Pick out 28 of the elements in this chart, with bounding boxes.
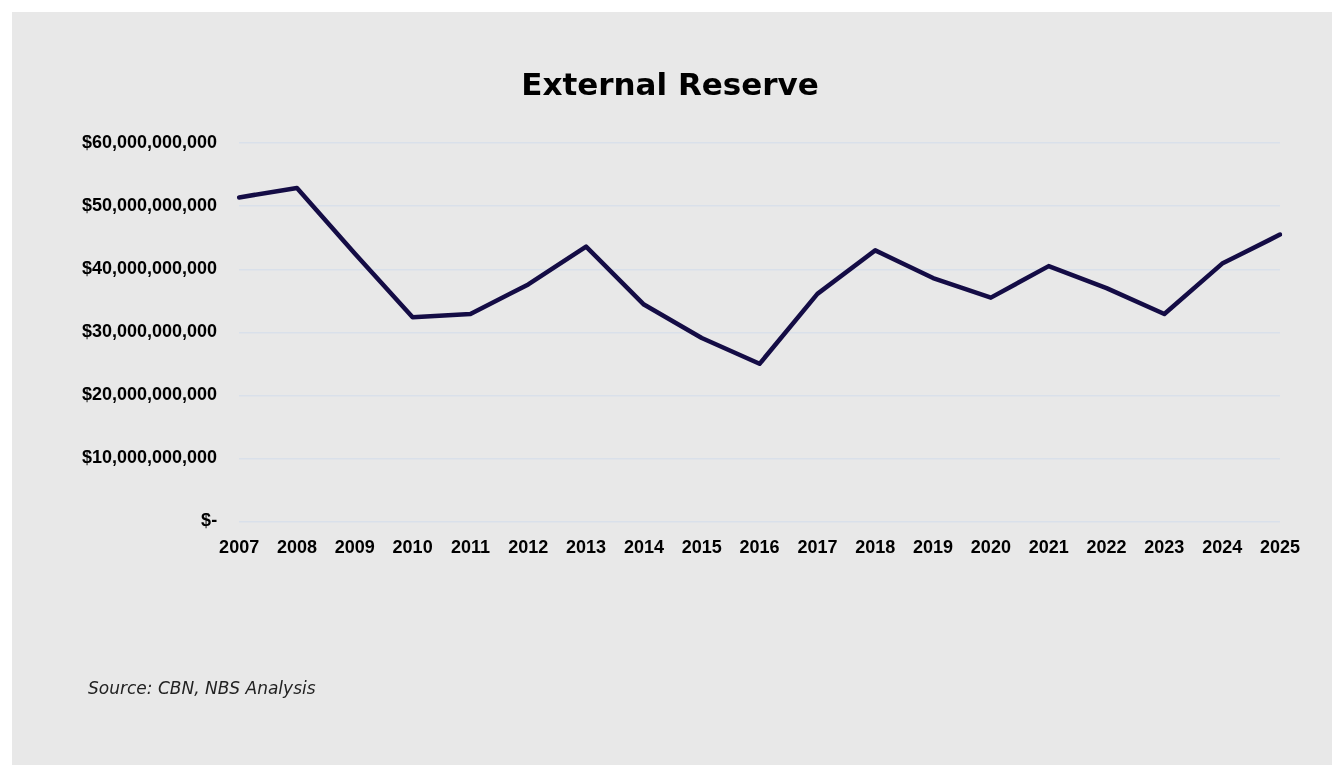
x-tick-label: 2020 (970, 537, 1011, 558)
x-tick-label: 2009 (334, 537, 375, 558)
x-tick-label: 2025 (1259, 537, 1301, 558)
y-tick-label: $- (201, 510, 218, 531)
x-tick-label: 2008 (276, 537, 317, 558)
y-tick-label: $40,000,000,000 (81, 258, 218, 279)
y-tick-label: $20,000,000,000 (81, 384, 218, 405)
y-tick-label: $10,000,000,000 (81, 447, 218, 468)
y-tick-label: $30,000,000,000 (81, 321, 218, 342)
x-tick-label: 2021 (1028, 537, 1069, 558)
x-tick-label: 2011 (450, 537, 490, 558)
chart-title: External Reserve (521, 65, 819, 102)
x-tick-label: 2014 (623, 537, 664, 558)
x-tick-label: 2022 (1086, 537, 1127, 558)
x-tick-label: 2007 (219, 537, 260, 558)
x-tick-label: 2015 (681, 537, 722, 558)
x-tick-label: 2010 (392, 537, 433, 558)
x-tick-label: 2023 (1144, 537, 1185, 558)
x-tick-label: 2024 (1202, 537, 1243, 558)
x-tick-label: 2016 (739, 537, 780, 558)
x-tick-label: 2017 (797, 537, 838, 558)
x-tick-label: 2019 (913, 537, 954, 558)
y-tick-label: $60,000,000,000 (81, 132, 218, 153)
x-tick-label: 2013 (566, 537, 607, 558)
source-note: Source: CBN, NBS Analysis (88, 678, 316, 699)
x-tick-label: 2012 (508, 537, 549, 558)
x-tick-label: 2018 (855, 537, 896, 558)
y-tick-label: $50,000,000,000 (81, 195, 218, 216)
